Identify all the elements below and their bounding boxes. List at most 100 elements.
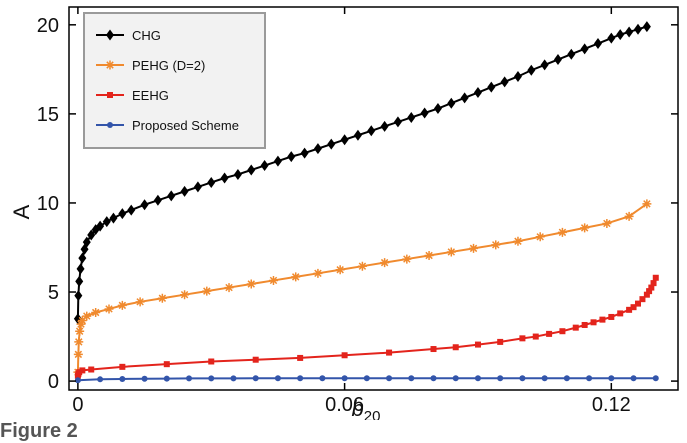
data-point xyxy=(78,252,87,264)
data-point xyxy=(230,375,237,382)
data-point xyxy=(527,64,536,76)
data-point xyxy=(497,338,504,345)
data-point xyxy=(119,363,126,370)
x-axis: 0 0.06 0.12 xyxy=(72,7,631,416)
data-point xyxy=(540,59,549,71)
data-point xyxy=(273,155,282,167)
data-point xyxy=(97,376,104,383)
data-point xyxy=(586,375,593,382)
data-point xyxy=(193,181,202,193)
data-point xyxy=(268,275,278,285)
series-3 xyxy=(74,375,659,384)
data-point xyxy=(633,23,642,35)
data-point xyxy=(386,349,393,356)
data-point xyxy=(608,313,615,320)
data-point xyxy=(447,97,456,109)
data-point xyxy=(297,375,304,382)
data-point xyxy=(420,107,429,119)
data-point xyxy=(180,185,189,197)
data-point xyxy=(652,274,659,281)
data-point xyxy=(74,290,83,302)
data-point xyxy=(519,335,526,342)
data-point xyxy=(233,168,242,180)
data-point xyxy=(208,375,215,382)
data-point xyxy=(642,21,651,33)
data-point xyxy=(313,143,322,155)
data-point xyxy=(452,375,459,382)
data-point xyxy=(117,300,127,310)
data-point xyxy=(300,147,309,159)
data-point xyxy=(616,29,625,41)
data-point xyxy=(73,349,83,359)
data-point xyxy=(497,375,504,382)
data-point xyxy=(207,176,216,188)
data-point xyxy=(599,316,606,323)
data-point xyxy=(96,220,105,232)
series-2 xyxy=(74,274,659,379)
x-axis-title-subscript: 20 xyxy=(364,408,381,420)
data-point xyxy=(274,375,281,382)
data-point xyxy=(433,103,442,115)
data-point xyxy=(224,283,234,293)
data-point xyxy=(153,194,162,206)
data-point xyxy=(541,375,548,382)
data-point xyxy=(247,164,256,176)
data-point xyxy=(513,70,522,82)
data-point xyxy=(297,354,304,361)
data-point xyxy=(104,304,114,314)
data-point xyxy=(650,280,657,287)
data-point xyxy=(135,297,145,307)
data-point xyxy=(646,288,653,295)
data-point xyxy=(341,375,348,382)
data-point xyxy=(76,319,86,329)
legend-label: Proposed Scheme xyxy=(132,118,239,133)
data-point xyxy=(469,243,479,253)
data-point xyxy=(327,138,336,150)
data-point xyxy=(252,375,259,382)
data-point xyxy=(186,375,193,382)
data-point xyxy=(73,313,82,325)
data-point xyxy=(367,125,376,137)
data-point xyxy=(500,76,509,88)
data-point xyxy=(626,306,633,313)
data-point xyxy=(79,367,86,374)
data-point xyxy=(340,134,349,146)
data-point xyxy=(535,232,545,242)
legend-marker xyxy=(105,60,115,70)
data-point xyxy=(252,356,259,363)
data-point xyxy=(119,375,126,382)
data-point xyxy=(474,375,481,382)
data-point xyxy=(580,223,590,233)
data-point xyxy=(341,352,348,359)
data-point xyxy=(608,375,615,382)
data-point xyxy=(572,324,579,331)
data-point xyxy=(202,286,212,296)
data-point xyxy=(519,375,526,382)
data-point xyxy=(452,344,459,351)
data-point xyxy=(474,341,481,348)
data-point xyxy=(639,296,646,303)
data-point xyxy=(491,240,501,250)
data-point xyxy=(408,375,415,382)
data-point xyxy=(140,199,149,211)
data-point xyxy=(593,38,602,50)
data-point xyxy=(167,190,176,202)
series-line xyxy=(76,277,657,376)
data-point xyxy=(74,337,84,347)
data-point xyxy=(563,375,570,382)
data-point xyxy=(590,319,597,326)
y-tick-label: 10 xyxy=(37,193,59,215)
x-tick-label: 0 xyxy=(72,394,83,416)
data-point xyxy=(246,279,256,289)
data-point xyxy=(208,358,215,365)
legend-marker xyxy=(106,29,114,41)
x-axis-title: b20 xyxy=(352,396,381,420)
data-point xyxy=(460,92,469,104)
data-point xyxy=(617,310,624,317)
data-point xyxy=(335,265,345,275)
data-point xyxy=(127,204,136,216)
data-point xyxy=(353,129,362,141)
data-point xyxy=(630,375,637,382)
data-point xyxy=(163,375,170,382)
y-axis: 0 5 10 15 20 xyxy=(37,15,678,393)
